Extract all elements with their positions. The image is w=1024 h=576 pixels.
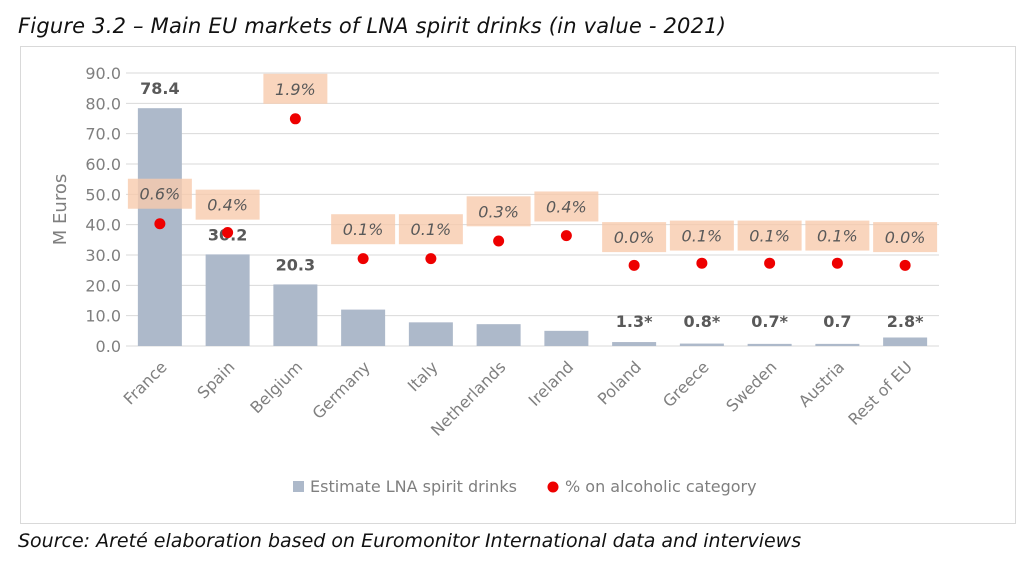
pct-dot (289, 113, 301, 125)
bar-italy (408, 322, 453, 346)
pct-label-box (127, 178, 192, 209)
x-tick-label: Spain (193, 357, 238, 402)
pct-label-box (805, 220, 870, 251)
pct-label: 0.0% (614, 228, 655, 247)
y-tick-label: 40.0 (85, 216, 121, 235)
pct-dot (357, 253, 369, 265)
pct-label: 0.3% (478, 202, 519, 221)
legend-swatch-dot (547, 481, 559, 493)
pct-label: 0.1% (817, 227, 858, 246)
bar-value-label: 0.7* (751, 312, 788, 331)
x-tick-label: Poland (594, 357, 645, 408)
x-tick-label: Belgium (246, 357, 306, 417)
bar-value-label: 0.8* (684, 312, 721, 331)
bar-value-label: 2.8* (887, 312, 924, 331)
chart-container: 0.0 10.0 20.0 30.0 40.0 50.0 60.0 70.0 80.0 90.0 M… (20, 46, 1016, 524)
x-tick-label: Italy (404, 357, 442, 395)
y-tick-label: 90.0 (85, 64, 121, 83)
pct-label-box (263, 73, 328, 104)
pct-dot (560, 230, 572, 242)
y-tick-label: 30.0 (85, 246, 121, 265)
pct-label: 0.4% (546, 197, 587, 216)
x-tick-label: Sweden (722, 357, 780, 415)
figure-title: Figure 3.2 – Main EU markets of LNA spir… (18, 14, 727, 38)
pct-label: 0.0% (885, 228, 926, 247)
bar-sweden (747, 343, 792, 346)
bar-belgium (273, 284, 318, 346)
pct-label: 0.1% (749, 227, 790, 246)
pct-label: 0.1% (682, 227, 723, 246)
legend-label-dot: % on alcoholic category (565, 477, 757, 496)
y-tick-label: 50.0 (85, 185, 121, 204)
pct-label: 0.6% (140, 185, 181, 204)
pct-dot (425, 253, 437, 265)
y-tick-label: 20.0 (85, 276, 121, 295)
bar-ireland (544, 330, 589, 346)
bar-netherlands (476, 324, 521, 346)
bar-value-label: 0.7 (823, 312, 851, 331)
y-axis-label: M Euros (50, 174, 71, 245)
pct-dot (628, 259, 640, 271)
bar-germany (341, 309, 386, 346)
pct-label-box (466, 196, 531, 227)
bar-value-label: 78.4 (140, 79, 179, 98)
pct-label-box (873, 222, 938, 253)
x-tick-label: Greece (659, 357, 713, 411)
pct-dot (222, 227, 234, 239)
pct-label: 0.1% (343, 220, 384, 239)
x-tick-label: Ireland (525, 357, 578, 410)
bar-value-label: 20.3 (276, 255, 315, 274)
bar-austria (815, 343, 860, 346)
pct-label-box (534, 191, 599, 222)
legend-label-bar: Estimate LNA spirit drinks (310, 477, 517, 496)
pct-dot (831, 257, 843, 269)
x-tick-label: France (120, 357, 171, 408)
pct-label-box (398, 214, 463, 245)
bar-value-label: 1.3* (616, 312, 653, 331)
pct-label: 0.1% (411, 220, 452, 239)
pct-label-box (669, 220, 734, 251)
x-tick-label: Austria (795, 357, 848, 410)
legend-swatch-bar (293, 481, 304, 492)
y-tick-label: 0.0 (96, 337, 121, 356)
pct-dot (696, 257, 708, 269)
x-tick-label: Rest of EU (844, 357, 916, 429)
y-tick-label: 80.0 (85, 94, 121, 113)
pct-dot (493, 235, 505, 247)
pct-label-box (602, 222, 667, 253)
bar-spain (205, 254, 250, 346)
pct-label: 0.4% (207, 196, 248, 215)
pct-label-box (737, 220, 802, 251)
pct-label-box (195, 189, 260, 220)
pct-dot (764, 257, 776, 269)
x-tick-label: Germany (309, 357, 374, 422)
bar-greece (679, 343, 724, 346)
y-tick-label: 70.0 (85, 125, 121, 144)
y-tick-label: 60.0 (85, 155, 121, 174)
pct-dot (899, 259, 911, 271)
bar-poland (612, 342, 657, 346)
source-note: Source: Areté elaboration based on Eurom… (18, 530, 802, 552)
pct-label-box (331, 214, 396, 245)
y-tick-label: 10.0 (85, 307, 121, 326)
pct-label: 1.9% (275, 80, 316, 99)
bar-chart: 0.0 10.0 20.0 30.0 40.0 50.0 60.0 70.0 80.0 90.0 M… (50, 64, 939, 496)
pct-dot (154, 218, 166, 230)
bar-rest-of-eu (883, 337, 928, 346)
